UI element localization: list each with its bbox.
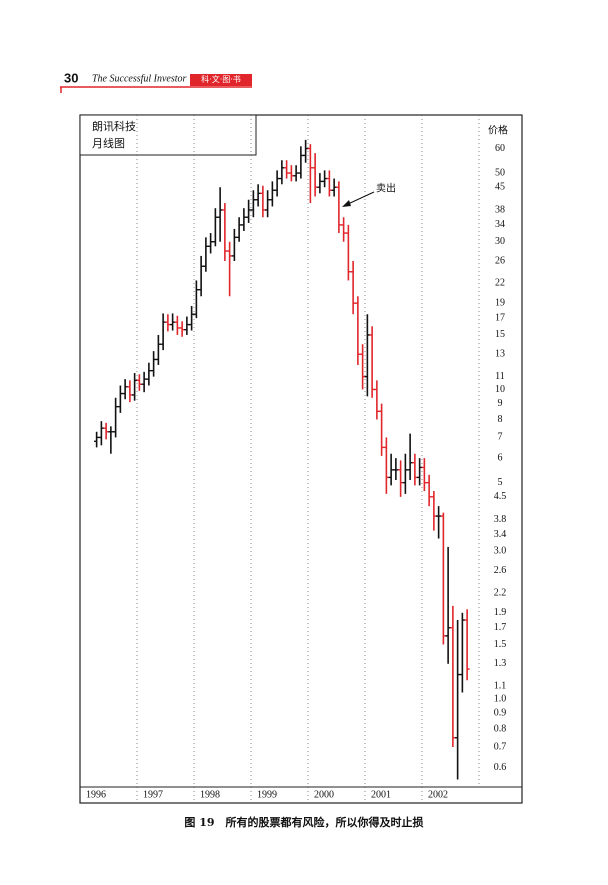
x-tick-label: 2001 [371,789,391,800]
y-tick-label: 5 [498,477,503,488]
y-tick-label: 13 [495,348,505,359]
x-tick-label: 1996 [86,789,106,800]
page-number: 30 [64,70,78,85]
series-box [190,74,252,86]
y-tick-label: 0.9 [494,708,507,719]
y-tick-label: 19 [495,297,505,308]
annotation-arrow [347,191,375,205]
y-tick-label: 17 [495,312,505,323]
y-tick-label: 7 [498,432,503,443]
y-tick-label: 50 [495,167,505,178]
y-tick-label: 3.4 [494,529,507,540]
y-tick-label: 45 [495,182,505,193]
x-tick-label: 1999 [257,789,277,800]
y-tick-label: 10 [495,384,505,395]
y-tick-label: 1.1 [494,681,507,692]
legend-box [79,114,257,156]
y-tick-label: 22 [495,278,505,289]
x-tick-label: 1997 [143,789,163,800]
y-tick-label: 0.6 [494,762,507,773]
chart-frame [79,114,523,804]
y-tick-label: 1.0 [494,693,507,704]
y-tick-label: 9 [498,398,503,409]
y-tick-label: 11 [495,371,505,382]
y-tick-label: 1.5 [494,639,507,650]
y-tick-label: 3.0 [494,546,507,557]
y-tick-label: 6 [498,452,503,463]
arrow-head [342,200,351,207]
y-tick-label: 34 [495,219,505,230]
series-label: 科·文·图·书 [201,74,241,84]
chart-subtitle: 月线图 [92,136,125,150]
annotation: 卖出 [376,182,396,195]
y-tick-label: 2.6 [494,565,507,576]
x-tick-label: 2000 [314,789,334,800]
y-tick-label: 15 [495,329,505,340]
chart-title: 朗讯科技 [92,119,136,133]
y-tick-label: 0.8 [494,723,507,734]
caption: 图 19 所有的股票都有风险，所以你得及时止损 [184,815,423,829]
y-tick-label: 8 [498,414,503,425]
y-tick-label: 2.2 [494,587,507,598]
book-title: The Successful Investor [92,73,187,84]
y-tick-label: 0.7 [494,741,507,752]
y-tick-label: 60 [495,143,505,154]
y-tick-label: 3.8 [494,514,507,525]
y-tick-label: 4.5 [494,491,507,502]
y-tick-label: 1.9 [494,607,507,618]
y-axis-label: 价格 [488,124,508,137]
y-tick-label: 1.7 [494,622,507,633]
x-tick-label: 1998 [200,789,220,800]
x-tick-label: 2002 [428,789,448,800]
y-tick-label: 30 [495,236,505,247]
y-tick-label: 1.3 [494,658,507,669]
y-tick-label: 38 [495,204,505,215]
y-tick-label: 26 [495,255,505,266]
